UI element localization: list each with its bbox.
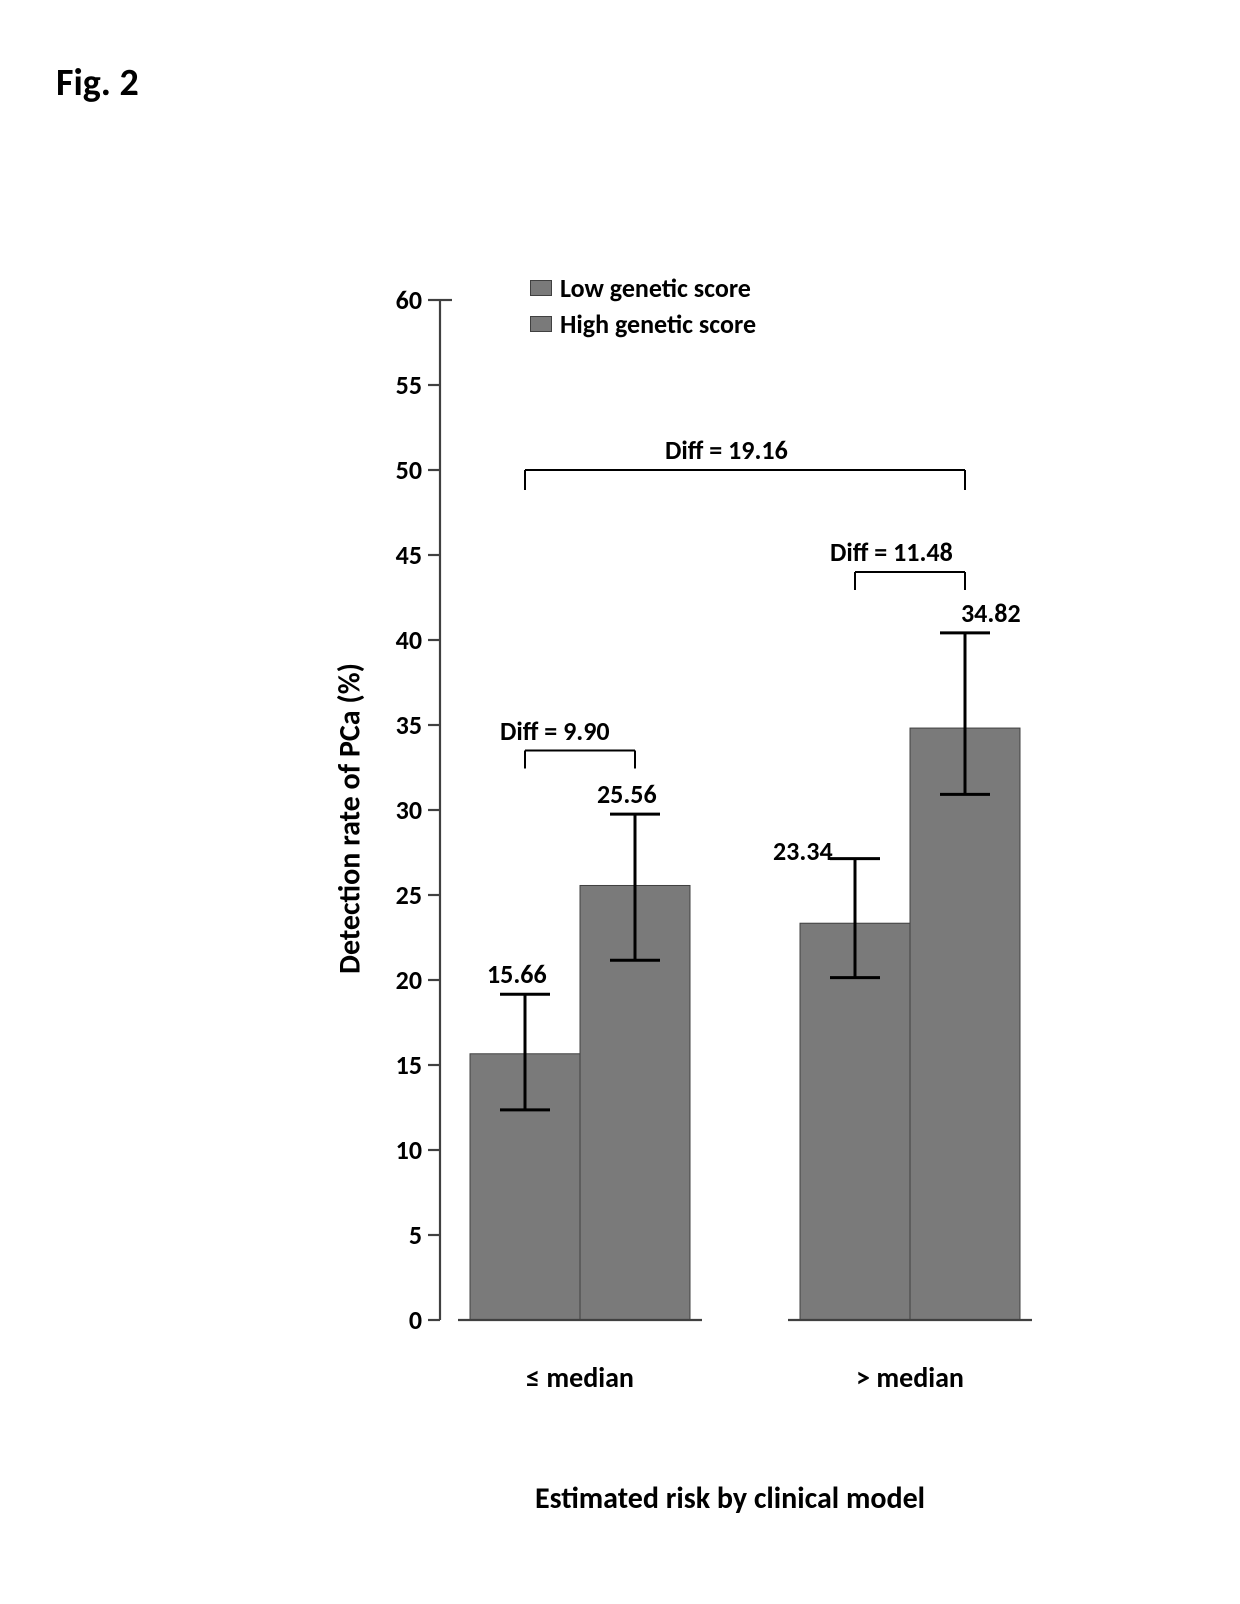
y-tick-label: 10 bbox=[378, 1134, 422, 1166]
legend-label-low: Low genetic score bbox=[560, 272, 751, 304]
legend-swatch-high bbox=[530, 316, 552, 332]
y-tick-label: 40 bbox=[378, 624, 422, 656]
legend-item-high: High genetic score bbox=[530, 308, 756, 340]
y-tick-label: 0 bbox=[378, 1304, 422, 1336]
legend-label-high: High genetic score bbox=[560, 308, 756, 340]
y-tick-label: 20 bbox=[378, 964, 422, 996]
x-axis-label: Estimated risk by clinical model bbox=[320, 1480, 1140, 1517]
y-tick-label: 25 bbox=[378, 879, 422, 911]
y-tick-label: 35 bbox=[378, 709, 422, 741]
legend-swatch-low bbox=[530, 280, 552, 296]
category-label-1: ≤ median bbox=[460, 1360, 700, 1395]
legend-item-low: Low genetic score bbox=[530, 272, 756, 304]
diff-label-left: Diff = 9.90 bbox=[500, 715, 610, 747]
category-label-2: > median bbox=[790, 1360, 1030, 1395]
y-tick-label: 30 bbox=[378, 794, 422, 826]
y-tick-label: 45 bbox=[378, 539, 422, 571]
y-tick-label: 60 bbox=[378, 284, 422, 316]
bar-value-label-4: 34.82 bbox=[961, 597, 1021, 629]
diff-label-overall: Diff = 19.16 bbox=[665, 434, 788, 466]
y-axis-label: Detection rate of PCa (%) bbox=[332, 609, 369, 1029]
legend: Low genetic score High genetic score bbox=[530, 272, 756, 340]
bar-value-label-2: 25.56 bbox=[597, 778, 657, 810]
diff-label-right: Diff = 11.48 bbox=[830, 536, 953, 568]
y-tick-label: 55 bbox=[378, 369, 422, 401]
y-tick-label: 15 bbox=[378, 1049, 422, 1081]
bar-value-label-3: 23.34 bbox=[773, 835, 833, 867]
y-tick-label: 50 bbox=[378, 454, 422, 486]
bar-value-label-1: 15.66 bbox=[487, 958, 547, 990]
y-tick-label: 5 bbox=[378, 1219, 422, 1251]
